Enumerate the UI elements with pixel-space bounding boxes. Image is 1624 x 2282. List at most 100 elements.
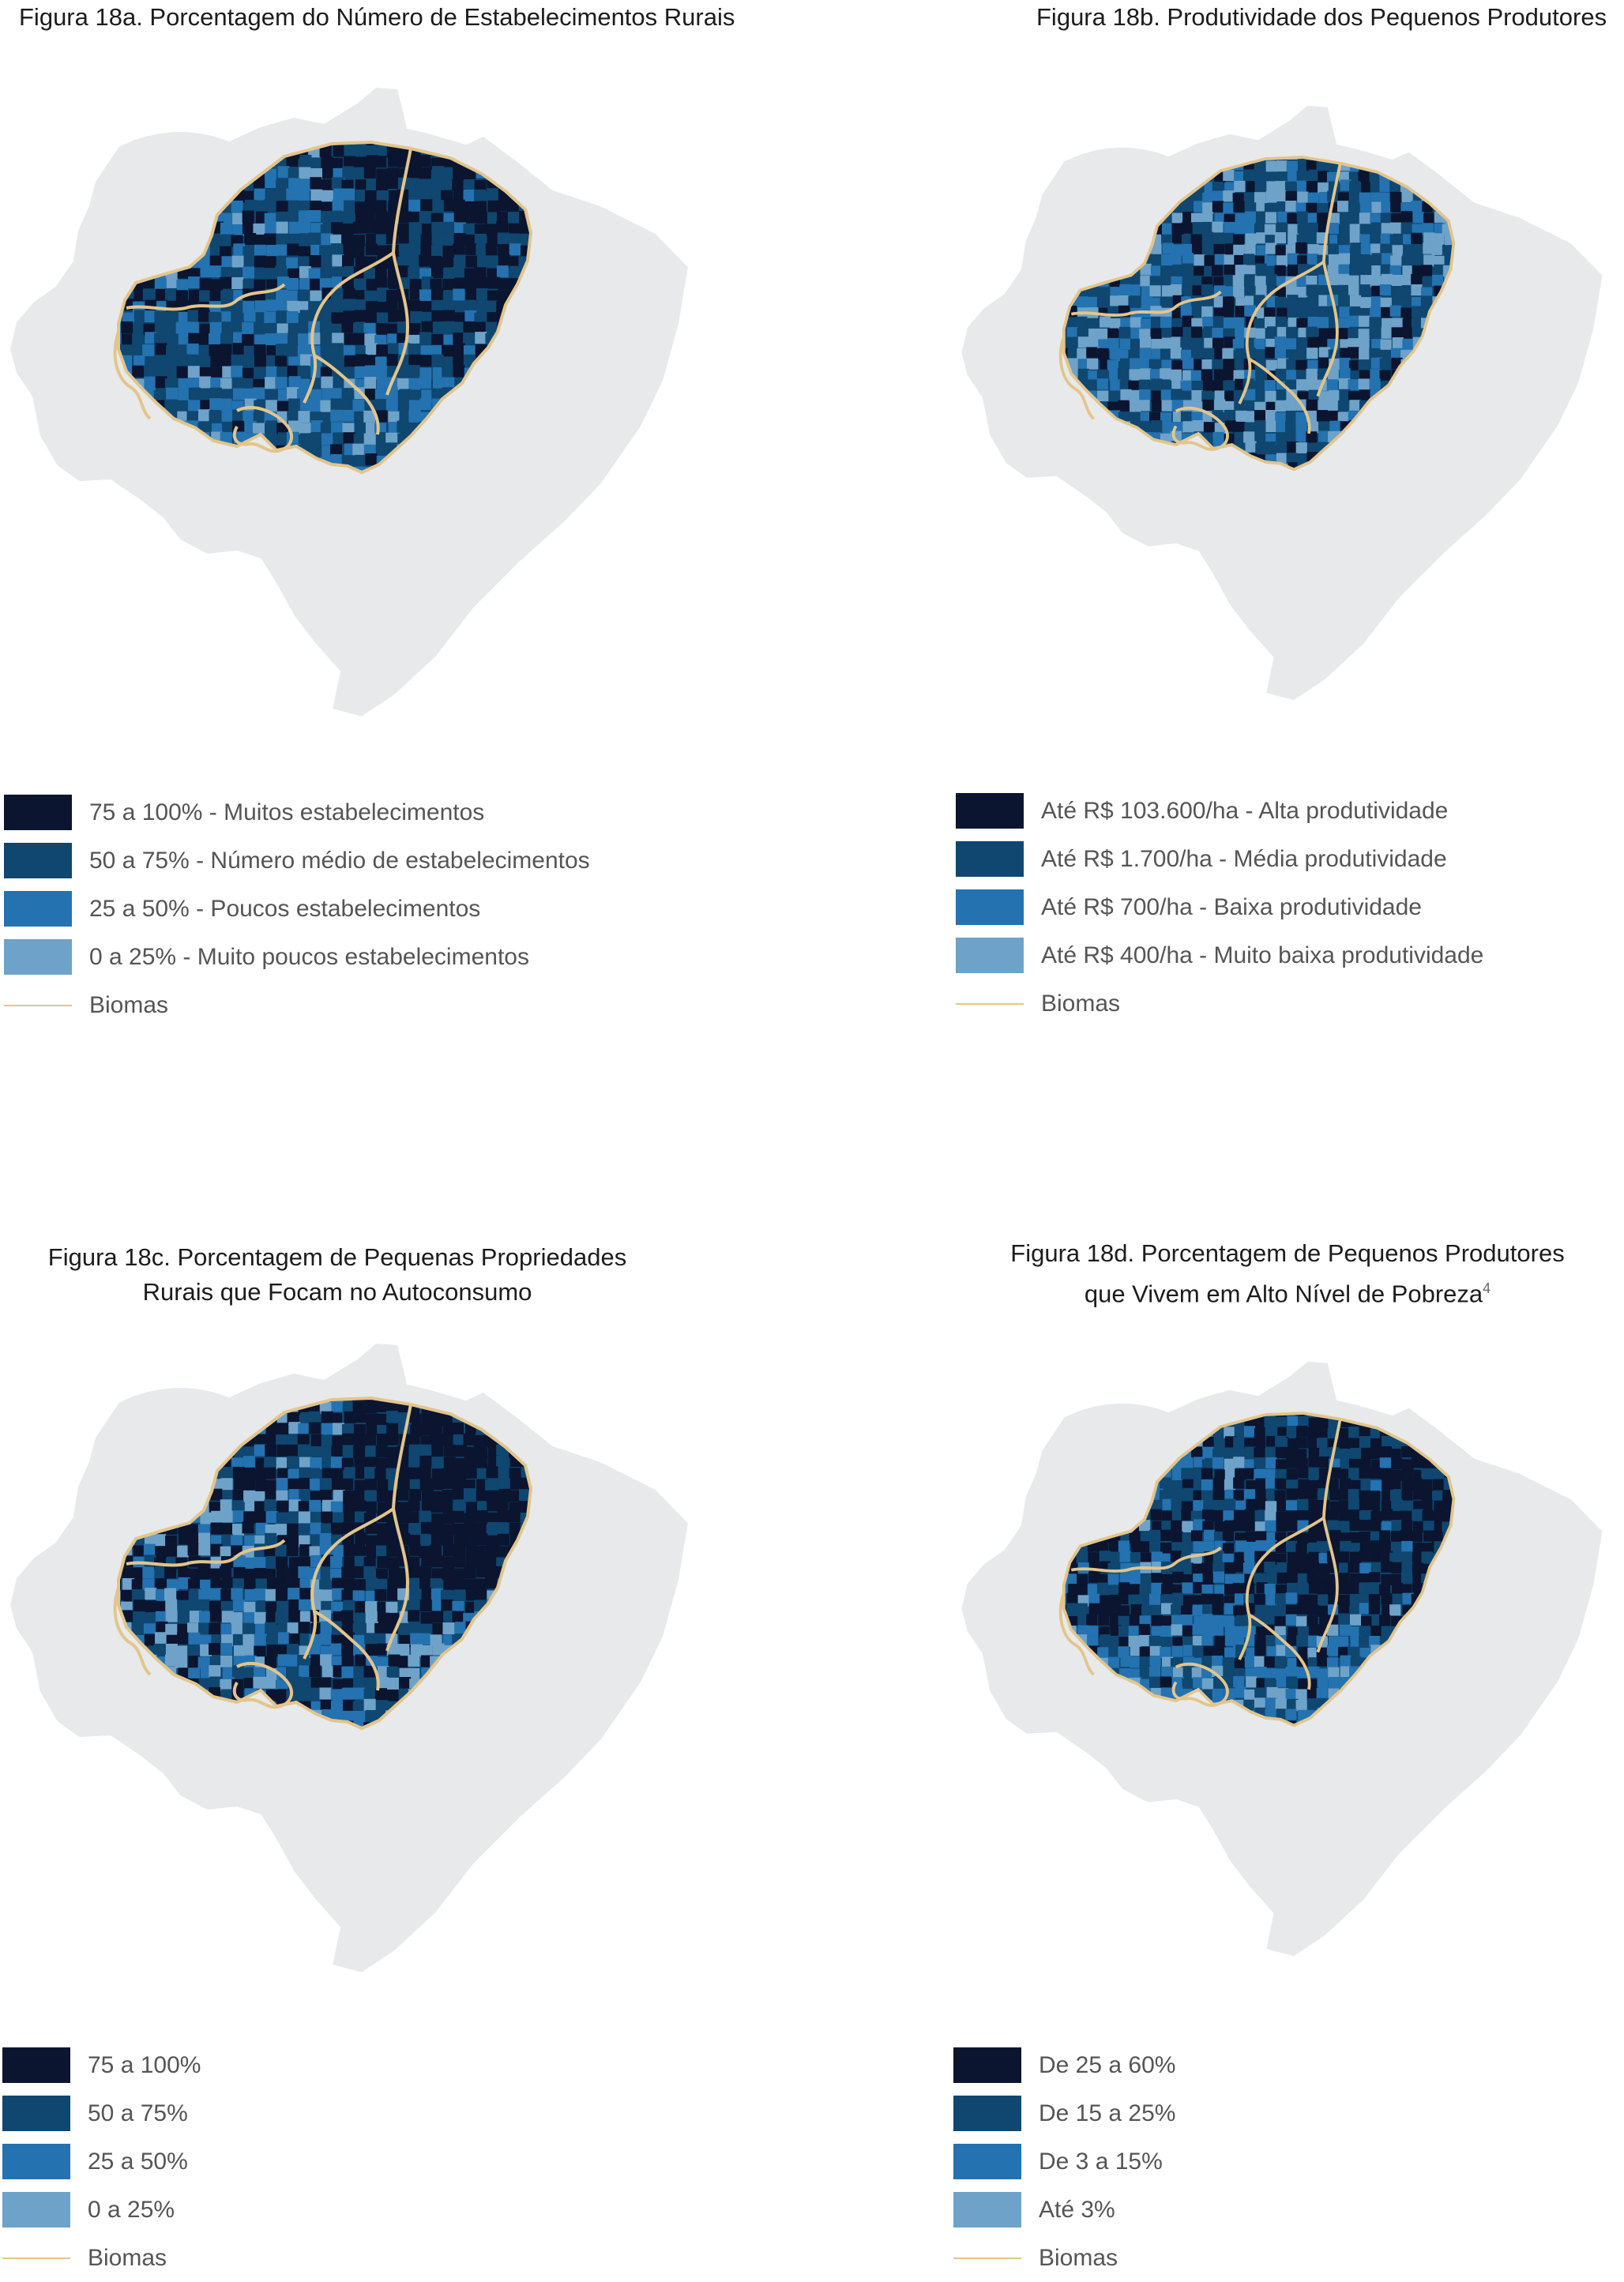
municipality-cell <box>276 323 289 336</box>
municipality-cell <box>1088 370 1100 382</box>
municipality-cell <box>529 1398 531 1402</box>
municipality-cell <box>186 1622 199 1635</box>
municipality-cell <box>485 321 498 334</box>
municipality-cell <box>1423 276 1434 288</box>
municipality-cell <box>453 199 465 212</box>
municipality-cell <box>1381 1593 1393 1605</box>
municipality-cell <box>155 1566 167 1578</box>
municipality-cell <box>1359 202 1371 215</box>
municipality-cell <box>1190 370 1202 382</box>
municipality-cell <box>197 256 210 269</box>
municipality-cell <box>209 344 221 356</box>
municipality-cell <box>1370 296 1382 308</box>
municipality-cell <box>1337 284 1349 297</box>
municipality-cell <box>1234 254 1246 267</box>
municipality-cell <box>1371 201 1383 213</box>
municipality-cell <box>409 156 422 169</box>
municipality-cell <box>244 199 257 212</box>
municipality-cell <box>485 1512 498 1524</box>
municipality-cell <box>1162 1498 1174 1510</box>
municipality-cell <box>399 1677 412 1690</box>
municipality-cell <box>1130 400 1141 412</box>
municipality-cell <box>363 322 376 335</box>
municipality-cell <box>1359 1532 1370 1543</box>
municipality-cell <box>1264 1415 1276 1427</box>
municipality-cell <box>353 235 366 247</box>
municipality-cell <box>165 334 178 347</box>
municipality-cell <box>1306 1572 1318 1585</box>
municipality-cell <box>1349 1519 1361 1531</box>
municipality-cell <box>1308 389 1321 401</box>
municipality-cell <box>1371 1562 1383 1574</box>
municipality-cell <box>341 1566 354 1579</box>
municipality-cell <box>209 311 221 324</box>
municipality-cell <box>1295 1543 1307 1555</box>
municipality-cell <box>431 232 444 245</box>
municipality-cell <box>1274 265 1286 276</box>
municipality-cell <box>432 321 445 334</box>
municipality-cell <box>264 1568 276 1581</box>
municipality-cell <box>386 1544 399 1557</box>
municipality-cell <box>1232 1520 1244 1532</box>
municipality-cell <box>275 1524 288 1536</box>
municipality-cell <box>409 288 422 300</box>
municipality-cell <box>475 1588 487 1601</box>
municipality-cell <box>1235 378 1246 390</box>
municipality-cell <box>1389 1552 1401 1564</box>
municipality-cell <box>1275 1584 1288 1596</box>
municipality-cell <box>276 367 289 379</box>
municipality-cell <box>1255 1666 1267 1679</box>
municipality-cell <box>1295 370 1308 382</box>
municipality-cell <box>410 1566 423 1578</box>
municipality-cell <box>353 1710 366 1723</box>
municipality-cell <box>443 1579 456 1592</box>
municipality-cell <box>1340 179 1351 191</box>
municipality-cell <box>1359 224 1371 235</box>
municipality-cell <box>186 1532 199 1545</box>
municipality-cell <box>121 333 133 346</box>
municipality-cell <box>1348 1532 1361 1543</box>
municipality-cell <box>431 1468 444 1481</box>
municipality-cell <box>330 1501 343 1513</box>
municipality-cell <box>1180 1605 1193 1617</box>
municipality-cell <box>1151 1605 1163 1617</box>
municipality-cell <box>355 278 367 291</box>
municipality-cell <box>1349 181 1361 193</box>
municipality-cell <box>441 190 453 202</box>
municipality-cell <box>266 279 279 291</box>
municipality-cell <box>1107 1573 1119 1585</box>
municipality-cell <box>155 343 167 355</box>
municipality-cell <box>1275 1435 1287 1447</box>
municipality-cell <box>1423 157 1434 162</box>
municipality-cell <box>331 323 344 336</box>
municipality-cell <box>232 212 245 225</box>
municipality-cell <box>486 1466 498 1479</box>
municipality-cell <box>364 1490 377 1502</box>
municipality-cell <box>1400 307 1412 319</box>
municipality-cell <box>1400 1530 1412 1542</box>
municipality-cell <box>397 1644 410 1656</box>
municipality-cell <box>200 1512 212 1524</box>
municipality-cell <box>365 1457 378 1469</box>
municipality-cell <box>1265 1427 1276 1438</box>
municipality-cell <box>1213 1562 1226 1573</box>
municipality-cell <box>1193 1573 1205 1585</box>
municipality-cell <box>265 400 278 412</box>
municipality-cell <box>265 1532 277 1545</box>
municipality-cell <box>298 378 310 391</box>
municipality-cell <box>1244 1459 1256 1471</box>
municipality-cell <box>309 1478 321 1491</box>
municipality-cell <box>1148 1529 1161 1541</box>
municipality-cell <box>1182 1625 1194 1637</box>
municipality-cell <box>476 212 488 224</box>
municipality-cell <box>474 312 487 325</box>
municipality-cell <box>1339 1438 1351 1449</box>
municipality-cell <box>154 310 167 323</box>
municipality-cell <box>1411 297 1423 309</box>
municipality-cell <box>1223 169 1235 182</box>
municipality-cell <box>1119 1551 1131 1562</box>
municipality-cell <box>1181 234 1194 246</box>
municipality-cell <box>464 1446 476 1459</box>
municipality-cell <box>1265 1488 1277 1500</box>
municipality-cell <box>1380 265 1392 277</box>
